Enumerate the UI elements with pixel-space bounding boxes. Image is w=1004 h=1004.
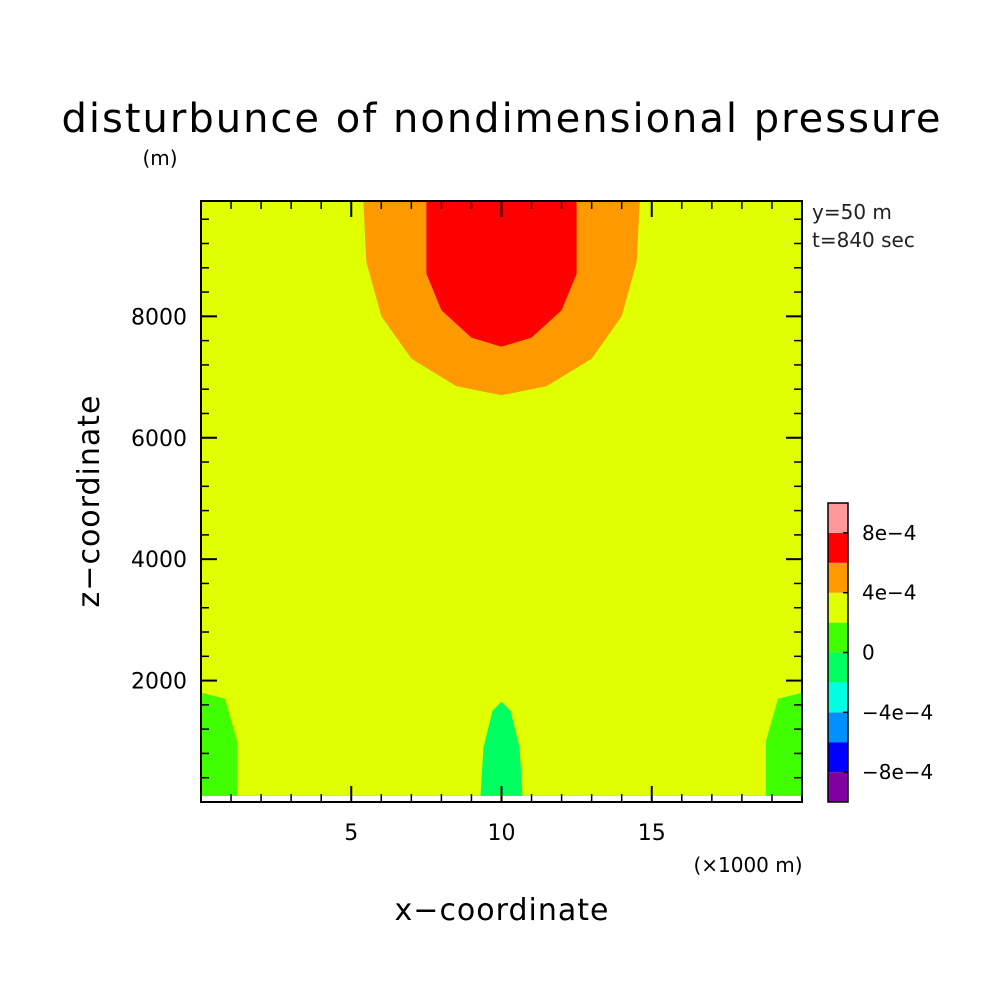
colorbar-tick-label: −4e−4 [862, 700, 933, 724]
x-tick-label: 15 [638, 821, 666, 846]
colorbar-swatch [828, 622, 848, 653]
colorbar-swatch [828, 503, 848, 533]
y-tick-label: 2000 [131, 670, 187, 695]
colorbar-swatch [828, 772, 848, 802]
y-tick-label: 6000 [131, 427, 187, 452]
colorbar-swatch [828, 562, 848, 593]
colorbar-swatch [828, 532, 848, 563]
x-tick-label: 10 [488, 821, 516, 846]
y-tick-label: 4000 [131, 548, 187, 573]
colorbar-tick-label: 8e−4 [862, 521, 917, 545]
colorbar-swatch [828, 712, 848, 743]
x-tick-label: 5 [344, 821, 358, 846]
y-axis-label: z−coordinate [72, 395, 107, 608]
contour-region-7 [201, 692, 238, 796]
colorbar-swatch [828, 652, 848, 683]
chart-title: disturbunce of nondimensional pressure [62, 96, 943, 142]
x-axis-label: x−coordinate [395, 893, 610, 928]
colorbar-tick-label: 4e−4 [862, 581, 917, 605]
colorbar: −8e−4 −4e−4 0 4e−4 8e−4 [827, 502, 933, 803]
axes: 5 10 15 2000 4000 6000 8000 [131, 201, 802, 846]
colorbar-swatch [828, 742, 848, 773]
annotation-y-slice: y=50 m [812, 200, 892, 224]
contour-region-5 [426, 201, 577, 347]
colorbar-swatch [828, 592, 848, 623]
colorbar-swatch [828, 682, 848, 713]
x-axis-unit-label: (×1000 m) [693, 853, 802, 877]
contour-region-3 [201, 201, 802, 796]
colorbar-tick-label: −8e−4 [862, 760, 933, 784]
y-tick-label: 8000 [131, 305, 187, 330]
colorbar-tick-label: 0 [862, 641, 875, 665]
contour-region-8 [765, 692, 802, 796]
y-axis-unit-label: (m) [142, 146, 177, 170]
contour-fills [201, 201, 802, 796]
annotation-time: t=840 sec [812, 228, 915, 252]
contour-region-6 [480, 701, 523, 796]
